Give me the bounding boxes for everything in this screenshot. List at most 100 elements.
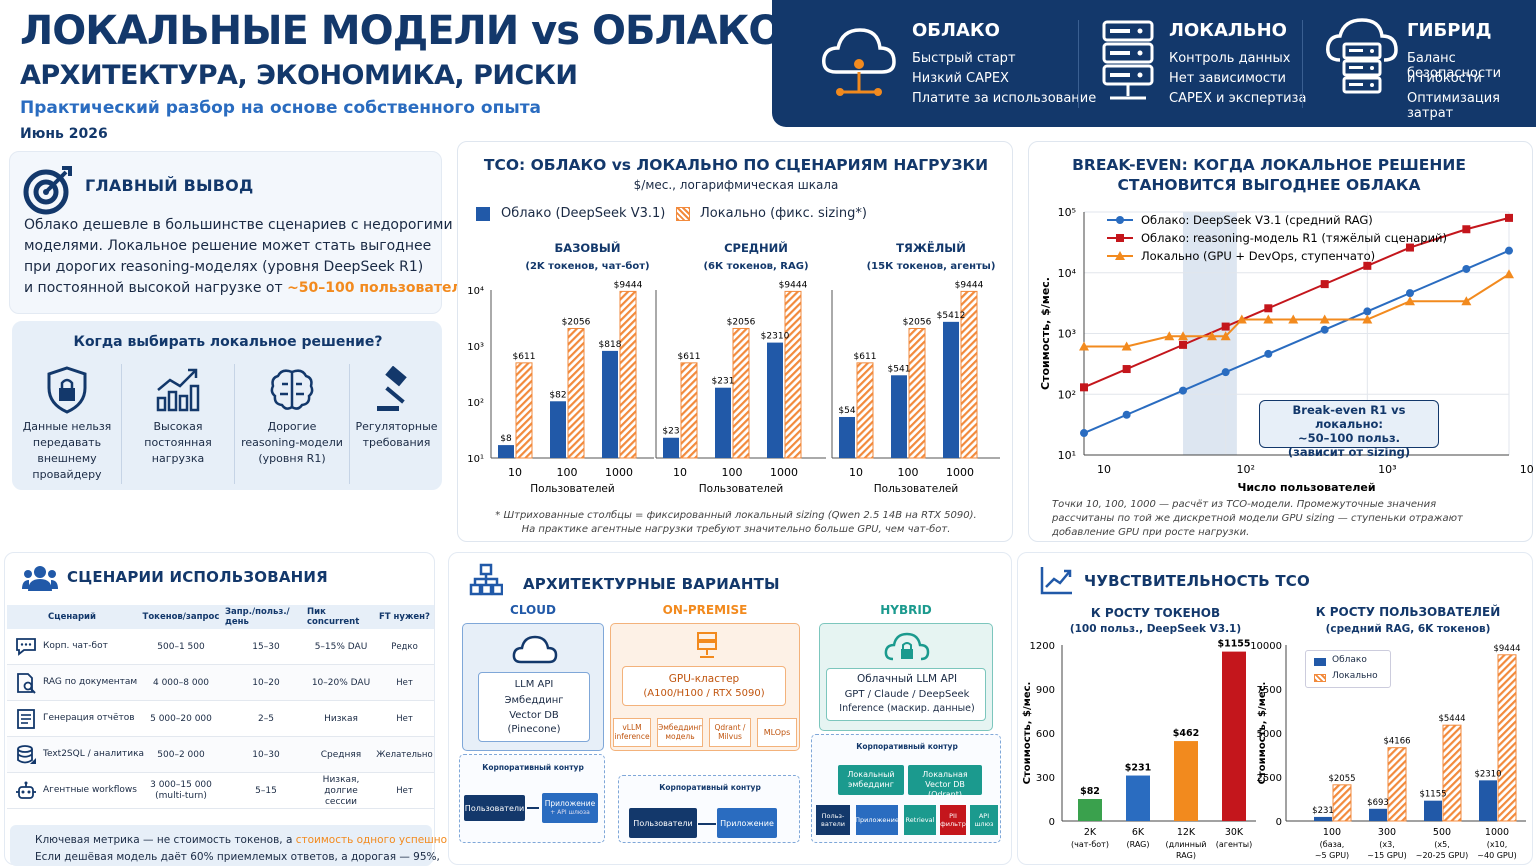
be-point: [1404, 296, 1415, 306]
table-cell: 4 000–8 000: [152, 677, 210, 688]
tco-bar-cloud: [498, 445, 514, 458]
breakeven-line-chart: 10¹ 10² 10³ 10⁴ 10⁵ 10 10² 10³ 10⁴ Число пользова…: [1039, 206, 1534, 494]
database-icon: [15, 744, 37, 770]
arch-onprem-embed: Эмбеддинг модель: [657, 718, 703, 747]
tco-x-label: Пользователей: [530, 483, 614, 495]
tco-x-tick: 100: [557, 466, 578, 479]
sens-token-label: $1155: [1217, 639, 1250, 650]
sens-x-sub: ~15 GPU): [1367, 851, 1406, 860]
table-cell: Нет: [396, 677, 413, 688]
be-point: [1320, 280, 1329, 289]
table-cell: 10–20% DAU: [311, 677, 371, 688]
highlight-users: ~50–100 пользователей: [287, 280, 481, 296]
server-icon: [1100, 18, 1156, 112]
be-point: [1206, 331, 1217, 341]
table-cell: Низкая: [324, 713, 358, 724]
be-x-tick: 10³: [1378, 463, 1396, 476]
sens-user-bar-cloud: [1479, 780, 1497, 821]
tco-footnote: * Штрихованные столбцы = фиксированный л…: [495, 510, 977, 521]
arch-onprem-contour: Корпоративный контур Пользователи Прилож…: [618, 775, 800, 843]
tco-y-tick: 10³: [467, 342, 484, 353]
sens-tokens-title: К РОСТУ ТОКЕНОВ: [1090, 606, 1221, 620]
be-y-label: Стоимость, $/мес.: [1039, 277, 1052, 390]
cloud-icon: [512, 635, 558, 664]
tco-bar-local: [567, 327, 585, 459]
sens-y-tick: 600: [1036, 729, 1055, 740]
be-point: [1505, 246, 1513, 255]
date: Июнь 2026: [20, 126, 108, 142]
legend-swatch-local: [676, 207, 690, 221]
sens-user-bar-cloud: [1314, 816, 1332, 821]
be-x-tick: 10²: [1236, 463, 1254, 476]
sens-x-sub: ~5 GPU): [1315, 851, 1349, 860]
breakeven-note: Точки 10, 100, 1000 — расчёт из TCO-моде…: [1052, 499, 1437, 510]
metric-box: Ключевая метрика — не стоимость токенов,…: [10, 825, 503, 866]
sens-users-title: К РОСТУ ПОЛЬЗОВАТЕЛЕЙ: [1315, 605, 1501, 619]
tco-label-cloud: $2310: [761, 332, 790, 342]
tco-footnote: На практике агентные нагрузки требуют зн…: [521, 524, 951, 535]
sens-y-tick: 10000: [1250, 641, 1282, 652]
table-cell: Средняя: [320, 749, 362, 760]
tco-label-local: $2056: [562, 317, 591, 327]
legend-local: Локально (фикс. sizing*): [700, 206, 867, 221]
when-local-item: Данные нельзя передавать внешнему провайдер…: [13, 364, 121, 484]
sens-user-label: $4166: [1383, 737, 1410, 747]
arch-hybrid-app: Приложение: [855, 805, 899, 835]
arch-hybrid-box: Облачный LLM API GPT / Claude / DeepSeek…: [819, 623, 993, 731]
scenario-name: Генерация отчётов: [43, 713, 135, 723]
table-row: [7, 737, 434, 773]
table-cell: 5–15: [255, 785, 277, 796]
people-icon: [22, 565, 58, 595]
tco-bar-cloud: [767, 342, 783, 458]
tco-label-cloud: $8: [500, 434, 512, 444]
be-y-tick: 10³: [1058, 328, 1076, 341]
sens-x-sub: (x3,: [1379, 840, 1395, 849]
when-local-label: Данные нельзя: [22, 420, 112, 433]
tco-label-cloud: $541: [888, 364, 911, 374]
arch-onprem-vllm: vLLM inference: [613, 718, 651, 747]
when-local-label: Регуляторные: [355, 420, 438, 433]
table-header: Сценарий: [48, 612, 96, 622]
sens-user-bar-local: [1442, 724, 1462, 822]
sensitivity-charts: 0 300 600 900 1200 Стоимость, $/мес. $82 2K (чат…: [1022, 639, 1526, 860]
sens-x-tick: 2K: [1084, 827, 1097, 838]
arch-hybrid-embed: Локальный эмбеддинг: [838, 765, 904, 795]
be-point: [1363, 307, 1372, 316]
sens-x-tick: 1000: [1485, 827, 1509, 838]
table-header: FT нужен?: [378, 612, 430, 622]
tco-x-tick: 1000: [605, 466, 633, 479]
be-point: [1505, 213, 1513, 222]
arch-onprem-box: GPU-кластер (A100/H100 / RTX 5090) vLLM i…: [610, 623, 800, 751]
when-local-label: Высокая: [153, 420, 203, 433]
be-point: [1236, 314, 1247, 324]
when-local-label: Дорогие: [267, 420, 317, 433]
breakeven-callout: Break-even R1 vs локально: ~50–100 польз.…: [1259, 400, 1439, 459]
arch-cloud-contour: Корпоративный контур Пользователи Прилож…: [459, 754, 605, 843]
tco-label-local: $611: [854, 352, 877, 362]
sensitivity-panel: ЧУВСТВИТЕЛЬНОСТЬ TCO К РОСТУ ТОКЕНОВ (10…: [1017, 552, 1533, 865]
tco-group-sub: (2K токенов, чат-бот): [525, 260, 649, 272]
arch-onprem-qdrant: Qdrant / Milvus: [709, 718, 751, 747]
breakeven-title: BREAK-EVEN: КОГДА ЛОКАЛЬНОЕ РЕШЕНИЕ: [1072, 156, 1466, 174]
scenario-name: Агентные workflows: [43, 785, 137, 795]
sens-x-sub: RAG): [1176, 851, 1196, 860]
be-point: [1405, 243, 1414, 252]
sens-y-tick: 0: [1049, 817, 1055, 828]
tco-label-cloud: $23: [662, 427, 679, 437]
tco-x-tick: 100: [898, 466, 919, 479]
be-point: [1263, 314, 1274, 324]
growth-chart-icon: [122, 366, 234, 418]
sens-y-label: Стоимость, $/мес.: [1257, 682, 1268, 785]
be-point: [1288, 314, 1299, 324]
be-legend-label: Облако: DeepSeek V3.1 (средний RAG): [1141, 213, 1373, 227]
trend-icon: [1040, 565, 1074, 599]
tco-x-tick: 10: [849, 466, 863, 479]
arch-cloud-embed: Эмбеддинг: [504, 695, 564, 706]
arch-hybrid-contour: Корпоративный контур Локальный эмбеддинг …: [811, 734, 1001, 843]
be-legend-label: Локально (GPU + DevOps, ступенчато): [1141, 249, 1375, 263]
be-point: [1164, 331, 1175, 341]
sens-token-label: $82: [1080, 786, 1100, 797]
tco-y-tick: 10²: [467, 398, 484, 409]
banner-line: Платите за использование: [912, 91, 1097, 106]
be-point: [1122, 365, 1131, 374]
